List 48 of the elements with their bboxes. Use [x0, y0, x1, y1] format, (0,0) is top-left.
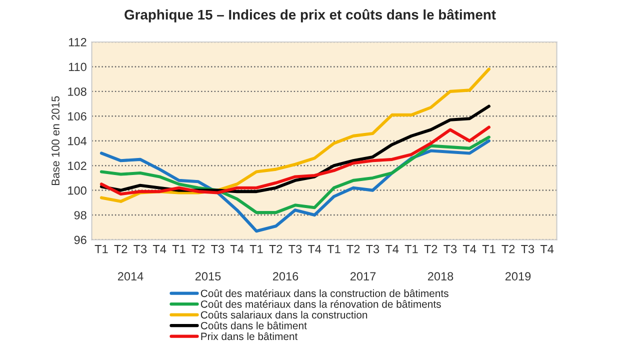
y-tick-label: 96 [74, 236, 86, 244]
x-tick-label: T4 [385, 245, 399, 254]
x-tick-label: T4 [308, 245, 322, 254]
text: 2017 [350, 272, 376, 280]
x-tick-label: T3 [521, 244, 534, 254]
x-tick-label: T2 [424, 244, 438, 254]
y-tick-label: 100 [68, 186, 86, 195]
x-tick-label: T2 [502, 244, 515, 254]
line-series [100, 126, 490, 196]
x-tick-label: T1 [94, 245, 108, 254]
text: 2014 [118, 272, 144, 280]
x-tick-label: T3 [366, 244, 380, 254]
x-tick-label: T4 [462, 245, 476, 254]
x-tick-label: T3 [288, 244, 302, 254]
x-tick-label: T4 [230, 245, 244, 254]
y-tick-label: 108 [68, 87, 86, 96]
x-tick-label: T3 [211, 244, 224, 254]
line-series [100, 136, 490, 214]
x-tick-label: T1 [404, 245, 418, 254]
x-tick-label: T1 [482, 245, 496, 254]
legend-label: Coûts dans le bâtiment [200, 322, 307, 330]
x-tick-label: T4 [152, 245, 166, 254]
y-tick-label: 106 [68, 112, 86, 121]
y-axis-title: Base 100 en 2015 [52, 96, 60, 186]
x-tick-label: T4 [540, 245, 554, 254]
legend-label: Prix dans le bâtiment [201, 332, 298, 340]
x-tick-label: T2 [114, 244, 128, 254]
y-tick-label: 112 [68, 38, 86, 46]
legend-label: Coût des matériaux dans la construction de bâtiments [200, 289, 448, 298]
text: 2018 [428, 272, 454, 280]
x-tick-label: T2 [269, 244, 282, 254]
text: 2016 [272, 272, 298, 280]
x-tick-label: T1 [327, 245, 340, 254]
chart-title: Graphique 15 – Indices de prix et coûts dans le bâtiment [124, 9, 496, 22]
y-tick-label: 104 [68, 136, 87, 146]
x-tick-label: T1 [250, 245, 263, 254]
y-tick-label: 110 [68, 62, 86, 72]
x-tick-label: T3 [134, 244, 147, 254]
x-tick-label: T2 [346, 244, 360, 254]
y-tick-label: 98 [74, 211, 86, 220]
legend-label: Coûts salariaux dans la construction [200, 310, 368, 319]
legend-label: Coût des matériaux dans la rénovation de bâtiments [200, 300, 441, 308]
x-tick-label: T3 [444, 244, 457, 254]
text: 2015 [195, 272, 221, 280]
x-tick-label: T1 [172, 245, 186, 254]
text: 2019 [505, 272, 531, 280]
y-tick-label: 102 [68, 162, 86, 170]
x-tick-label: T2 [192, 244, 205, 254]
